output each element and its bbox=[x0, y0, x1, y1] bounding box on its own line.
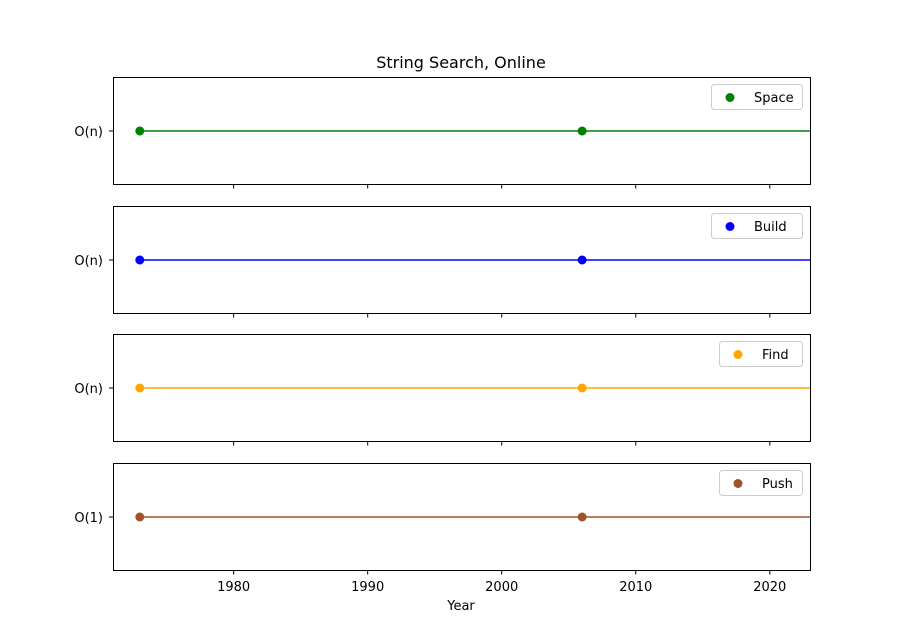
x-axis-label: Year bbox=[446, 599, 475, 614]
legend-label: Space bbox=[754, 91, 794, 106]
legend-label: Find bbox=[762, 348, 789, 363]
y-tick-label: O(n) bbox=[74, 125, 103, 140]
subplot-frame bbox=[113, 206, 811, 314]
legend-push: Push bbox=[719, 470, 803, 496]
data-point-space bbox=[577, 126, 587, 136]
data-point-build bbox=[577, 255, 587, 265]
legend-marker bbox=[733, 350, 743, 359]
legend-space: Space bbox=[711, 84, 803, 110]
x-tick-label: 1990 bbox=[351, 580, 384, 595]
x-tick-label: 1980 bbox=[217, 580, 250, 595]
y-tick-label: O(1) bbox=[74, 511, 103, 526]
legend-label: Push bbox=[762, 477, 793, 492]
legend-frame bbox=[711, 84, 803, 110]
legend-find: Find bbox=[719, 341, 803, 367]
x-tick-label: 2010 bbox=[619, 580, 652, 595]
subplot-find: O(n) Find bbox=[74, 334, 811, 446]
legend-marker bbox=[725, 222, 735, 231]
legend-marker bbox=[725, 93, 735, 102]
subplot-panels: O(n) Space O(n) Build O(n) Find O(1) Push bbox=[74, 77, 811, 575]
subplot-frame bbox=[113, 77, 811, 185]
subplot-build: O(n) Build bbox=[74, 206, 811, 318]
subplot-frame bbox=[113, 463, 811, 571]
chart-title: String Search, Online bbox=[376, 53, 546, 72]
legend-frame bbox=[719, 470, 803, 496]
subplot-frame bbox=[113, 334, 811, 442]
subplot-space: O(n) Space bbox=[74, 77, 811, 189]
data-point-push bbox=[577, 512, 587, 522]
y-tick-label: O(n) bbox=[74, 254, 103, 269]
subplot-push: O(1) Push bbox=[74, 463, 811, 575]
x-axis: 1980 1990 2000 2010 2020 bbox=[217, 580, 786, 595]
legend-build: Build bbox=[711, 213, 803, 239]
y-tick-label: O(n) bbox=[74, 382, 103, 397]
legend-marker bbox=[733, 479, 743, 488]
x-tick-label: 2020 bbox=[753, 580, 786, 595]
legend-frame bbox=[711, 213, 803, 239]
legend-label: Build bbox=[754, 220, 787, 235]
data-point-find bbox=[135, 383, 145, 393]
data-point-push bbox=[135, 512, 145, 522]
data-point-find bbox=[577, 383, 587, 393]
data-point-space bbox=[135, 126, 145, 136]
legend-frame bbox=[719, 341, 803, 367]
x-tick-label: 2000 bbox=[485, 580, 518, 595]
data-point-build bbox=[135, 255, 145, 265]
